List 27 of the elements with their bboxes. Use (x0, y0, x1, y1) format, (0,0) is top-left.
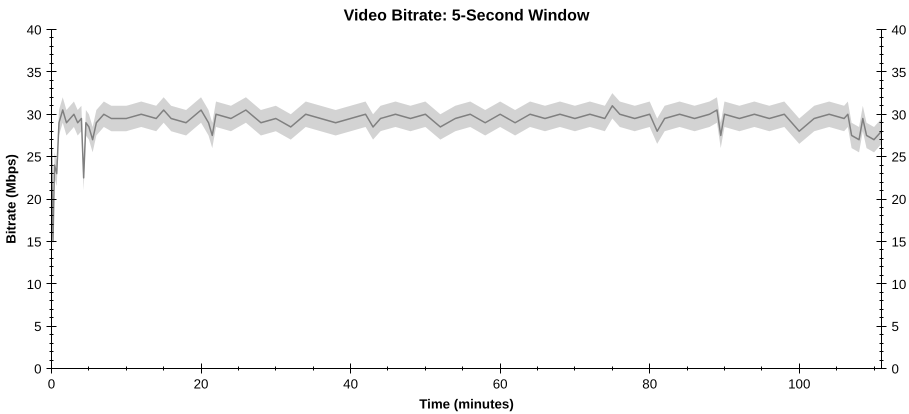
x-tick-label: 60 (492, 376, 508, 392)
x-tick-label: 20 (194, 376, 208, 392)
y-tick-label: 30 (26, 107, 42, 122)
y2-tick-label: 30 (892, 107, 906, 122)
y-tick-label: 10 (26, 276, 42, 292)
y2-tick-label: 15 (892, 234, 906, 250)
y2-tick-label: 35 (892, 64, 906, 80)
chart-title: Video Bitrate: 5-Second Window (344, 8, 590, 24)
y-tick-label: 35 (26, 64, 42, 80)
x-tick-label: 100 (788, 376, 810, 392)
y2-tick-label: 10 (892, 276, 906, 292)
y-tick-label: 20 (26, 192, 42, 207)
y-tick-label: 40 (26, 22, 42, 38)
y2-tick-label: 0 (892, 362, 899, 376)
y-axis-title: Bitrate (Mbps) (4, 154, 19, 244)
y2-tick-label: 40 (892, 22, 906, 38)
x-tick-label: 80 (642, 376, 658, 392)
x-axis-title: Time (minutes) (419, 396, 514, 412)
y-tick-label: 25 (26, 150, 42, 165)
y-tick-label: 5 (34, 319, 42, 334)
x-tick-label: 0 (48, 376, 56, 392)
y-tick-label: 0 (34, 362, 42, 376)
y2-tick-label: 25 (892, 150, 906, 165)
y2-tick-label: 5 (892, 319, 899, 334)
y-tick-label: 15 (26, 234, 42, 250)
y2-tick-label: 20 (892, 192, 906, 207)
x-tick-label: 40 (343, 376, 358, 392)
